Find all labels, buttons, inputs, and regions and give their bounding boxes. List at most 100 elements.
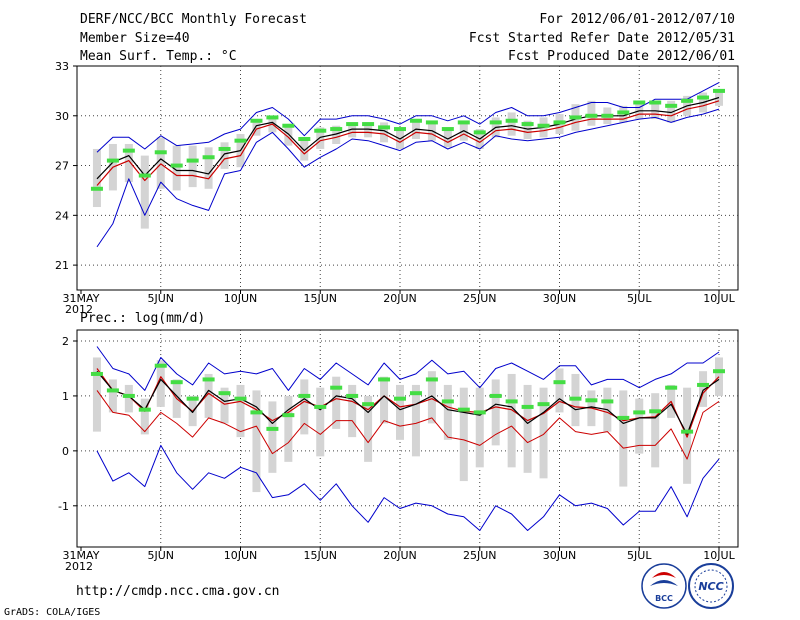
bcc-logo: BCC <box>641 563 687 609</box>
climate-marker <box>250 118 263 123</box>
climate-marker <box>90 371 103 376</box>
climate-marker <box>106 388 119 393</box>
spread-box <box>491 379 500 446</box>
climate-marker <box>457 407 470 412</box>
climate-marker <box>218 391 231 396</box>
climate-marker <box>681 98 694 103</box>
climate-marker <box>649 409 662 414</box>
climate-marker <box>330 127 343 132</box>
spread-box <box>300 379 309 435</box>
climate-marker <box>122 148 135 153</box>
climate-marker <box>617 110 630 115</box>
spread-box <box>220 387 229 424</box>
x-tick-label: 31MAY <box>63 549 100 562</box>
climate-marker <box>106 158 119 163</box>
spread-box <box>380 376 389 424</box>
y-tick-label: 21 <box>55 259 69 272</box>
climate-marker <box>681 429 694 434</box>
climate-marker <box>521 122 534 127</box>
spread-box <box>364 122 373 138</box>
climate-marker <box>282 123 295 128</box>
climate-marker <box>697 95 710 100</box>
climate-marker <box>441 399 454 404</box>
y-tick-label: -1 <box>58 500 69 513</box>
x-tick-label: 30JUN <box>543 549 577 562</box>
x-tick-label: 25JUN <box>463 292 497 305</box>
y-tick-label: 2 <box>62 335 69 348</box>
spread-box <box>396 384 404 440</box>
x-tick-label: 10JUN <box>224 549 258 562</box>
spread-box <box>236 384 245 438</box>
climate-marker <box>409 391 422 396</box>
spread-box <box>348 122 357 138</box>
climate-marker <box>489 120 502 125</box>
spread-box <box>124 384 133 413</box>
temp-panel-label: Mean Surf. Temp.: °C <box>80 49 237 64</box>
climate-marker <box>298 393 311 398</box>
climate-marker <box>234 396 247 401</box>
spread-box <box>699 371 708 407</box>
y-tick-label: 1 <box>62 390 69 403</box>
ensemble-mean-line <box>96 370 720 435</box>
spread-box <box>204 373 213 418</box>
spread-box <box>396 130 404 149</box>
climate-marker <box>266 426 279 431</box>
spread-box <box>332 125 341 144</box>
climate-marker <box>537 402 550 407</box>
climate-marker <box>362 402 375 407</box>
spread-box <box>316 387 325 457</box>
spread-box <box>427 371 436 424</box>
chart-title: DERF/NCC/BCC Monthly Forecast <box>80 12 307 27</box>
spread-box <box>475 387 484 468</box>
y-tick-label: 27 <box>55 160 69 173</box>
climate-marker <box>378 377 391 382</box>
climate-marker <box>553 380 566 385</box>
climate-marker <box>394 396 406 401</box>
y-tick-label: 30 <box>55 110 69 123</box>
climate-marker <box>234 138 247 143</box>
spread-box <box>411 120 420 140</box>
spread-box <box>204 147 213 189</box>
spread-box <box>188 145 197 188</box>
climate-marker <box>553 120 566 125</box>
y-tick-label: 33 <box>55 60 69 73</box>
climate-marker <box>154 363 167 368</box>
climate-marker <box>425 120 438 125</box>
climate-marker <box>266 115 279 120</box>
spread-box <box>443 129 452 148</box>
y-tick-label: 0 <box>62 445 69 458</box>
climate-marker <box>473 410 486 415</box>
climate-marker <box>170 163 183 168</box>
climate-marker <box>537 123 550 128</box>
climate-marker <box>330 385 343 390</box>
spread-box <box>156 137 165 189</box>
spread-box <box>220 142 229 169</box>
climate-marker <box>617 415 630 420</box>
climate-marker <box>154 150 167 155</box>
member-size: Member Size=40 <box>80 31 190 46</box>
spread-box <box>108 379 117 413</box>
spread-box <box>348 384 357 438</box>
x-tick-label: 5JUL <box>627 549 652 562</box>
climate-marker <box>569 115 582 120</box>
range-line <box>96 390 720 460</box>
x-tick-label: 20JUN <box>383 549 417 562</box>
climate-marker <box>346 393 359 398</box>
spread-box <box>252 119 261 136</box>
climate-marker <box>505 118 518 123</box>
spread-box <box>523 384 532 473</box>
spread-box <box>252 390 261 493</box>
climate-marker <box>346 122 359 127</box>
climate-marker <box>186 158 199 163</box>
climate-marker <box>521 404 534 409</box>
climate-marker <box>585 398 598 403</box>
climate-marker <box>505 399 518 404</box>
x-tick-label: 15JUN <box>303 549 337 562</box>
spread-box <box>443 384 452 440</box>
climate-marker <box>202 155 215 160</box>
spread-box <box>124 143 133 183</box>
climate-marker <box>314 404 327 409</box>
x-tick-label: 10JUL <box>703 292 735 305</box>
spread-box <box>268 401 277 473</box>
